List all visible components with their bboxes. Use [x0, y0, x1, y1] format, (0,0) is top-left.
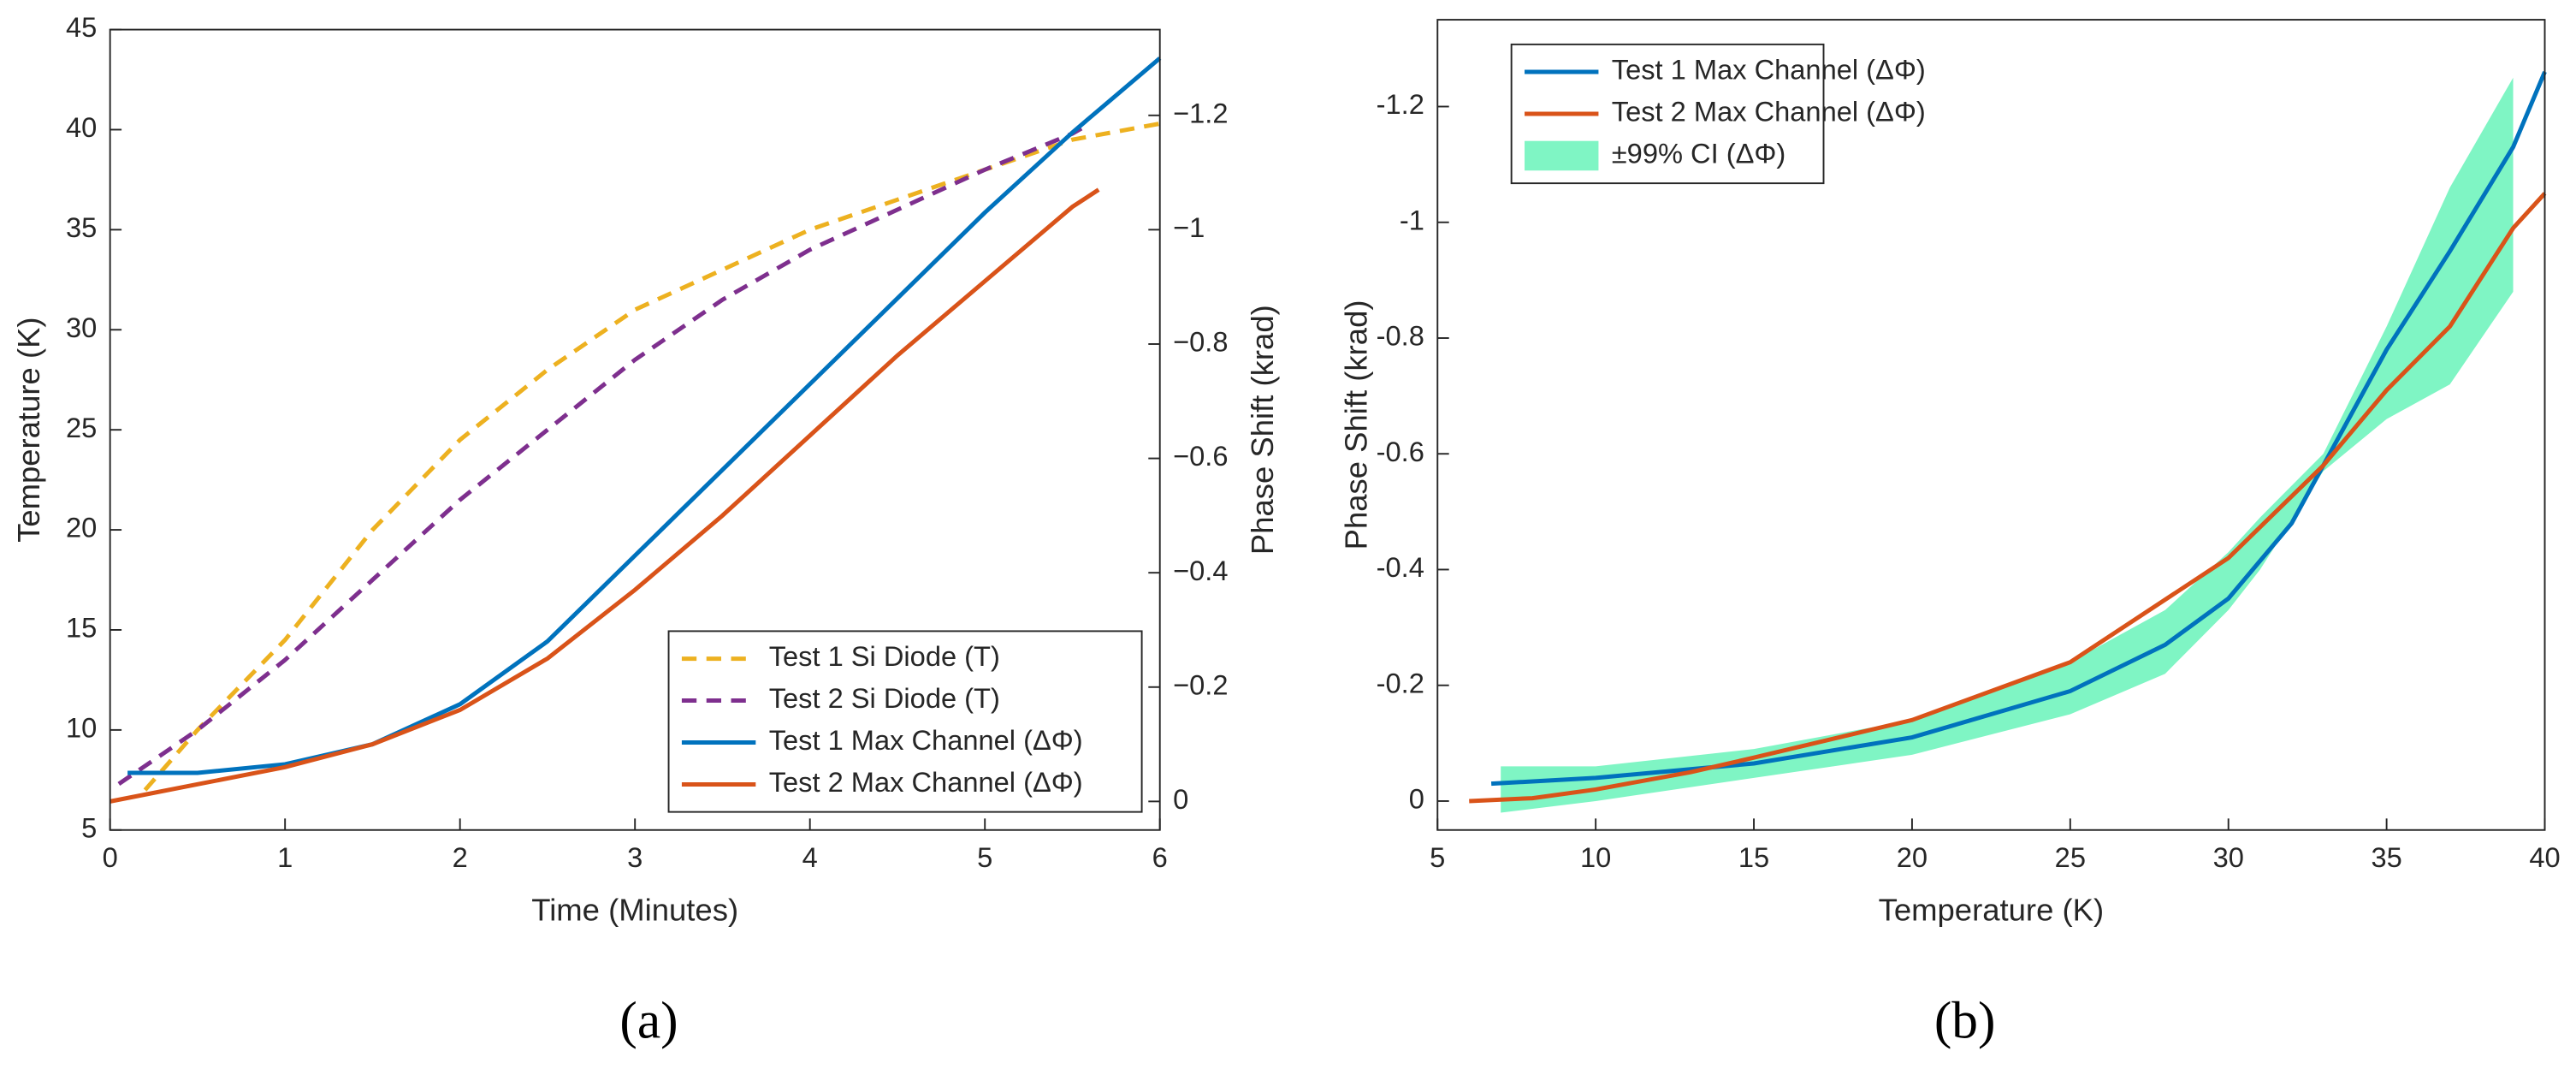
legend-label: ±99% CI (ΔΦ)	[1612, 138, 1786, 169]
series-line	[110, 187, 1100, 804]
y-tick-label: 10	[66, 711, 97, 743]
y2-tick-label: −0.8	[1173, 326, 1228, 358]
y-tick-label: -1.2	[1377, 88, 1424, 120]
y-tick-label: -0.6	[1377, 436, 1424, 467]
y-tick-label: -0.2	[1377, 667, 1424, 698]
legend-box	[667, 630, 1143, 813]
y-tick-label: 0	[1409, 783, 1424, 815]
y-tick-label: 15	[66, 612, 97, 644]
legend-label: Test 2 Max Channel (ΔΦ)	[769, 766, 1083, 798]
legend-label: Test 2 Si Diode (T)	[769, 682, 1000, 714]
y-tick-label: 35	[66, 211, 97, 243]
y-tick-label: 30	[66, 312, 97, 343]
x-tick-label: 3	[627, 841, 643, 873]
series-line	[1469, 192, 2547, 804]
x-tick-label: 4	[802, 841, 818, 873]
y-tick-label: 20	[66, 512, 97, 543]
y2-tick-label: −1.2	[1173, 97, 1228, 128]
y-axis-label: Temperature (K)	[11, 317, 46, 542]
y-axis-label: Phase Shift (krad)	[1339, 300, 1374, 549]
y-tick-label: 25	[66, 412, 97, 443]
x-axis-label: Temperature (K)	[1879, 892, 2104, 927]
series-line	[117, 122, 1092, 787]
y-tick-label: 45	[66, 11, 97, 43]
x-tick-label: 1	[277, 841, 293, 873]
x-tick-label: 30	[2213, 841, 2244, 873]
x-tick-label: 20	[1897, 841, 1928, 873]
x-tick-label: 40	[2529, 841, 2560, 873]
series-line	[1490, 70, 2547, 787]
x-tick-label: 2	[453, 841, 468, 873]
legend-label: Test 1 Max Channel (ΔΦ)	[1612, 54, 1926, 86]
caption: (a)	[619, 991, 678, 1049]
x-tick-label: 5	[1430, 841, 1445, 873]
y-tick-label: 40	[66, 111, 97, 143]
x-tick-label: 35	[2371, 841, 2401, 873]
y2-tick-label: −0.6	[1173, 440, 1228, 472]
legend-label: Test 1 Si Diode (T)	[769, 640, 1000, 672]
y2-axis-label: Phase Shift (krad)	[1245, 305, 1280, 555]
y2-tick-label: 0	[1173, 783, 1188, 815]
y-tick-label: -0.4	[1377, 551, 1424, 583]
caption: (b)	[1934, 991, 1996, 1049]
x-tick-label: 10	[1580, 841, 1611, 873]
axes-box	[1436, 19, 2546, 831]
x-tick-label: 25	[2055, 841, 2086, 873]
y2-tick-label: −0.2	[1173, 668, 1228, 700]
legend-swatch	[1525, 140, 1599, 171]
y-tick-label: -1	[1400, 204, 1424, 235]
series-line	[127, 56, 1162, 775]
x-tick-label: 5	[977, 841, 992, 873]
y2-tick-label: −1	[1173, 211, 1205, 243]
x-tick-label: 0	[103, 841, 118, 873]
legend-label: Test 2 Max Channel (ΔΦ)	[1612, 96, 1926, 128]
y-tick-label: 5	[81, 811, 97, 843]
x-tick-label: 15	[1738, 841, 1769, 873]
legend-label: Test 1 Max Channel (ΔΦ)	[769, 724, 1083, 756]
x-tick-label: 6	[1152, 841, 1168, 873]
y-tick-label: -0.8	[1377, 320, 1424, 352]
ci-band	[1501, 77, 2514, 813]
x-axis-label: Time (Minutes)	[531, 892, 738, 927]
y2-tick-label: −0.4	[1173, 555, 1228, 586]
